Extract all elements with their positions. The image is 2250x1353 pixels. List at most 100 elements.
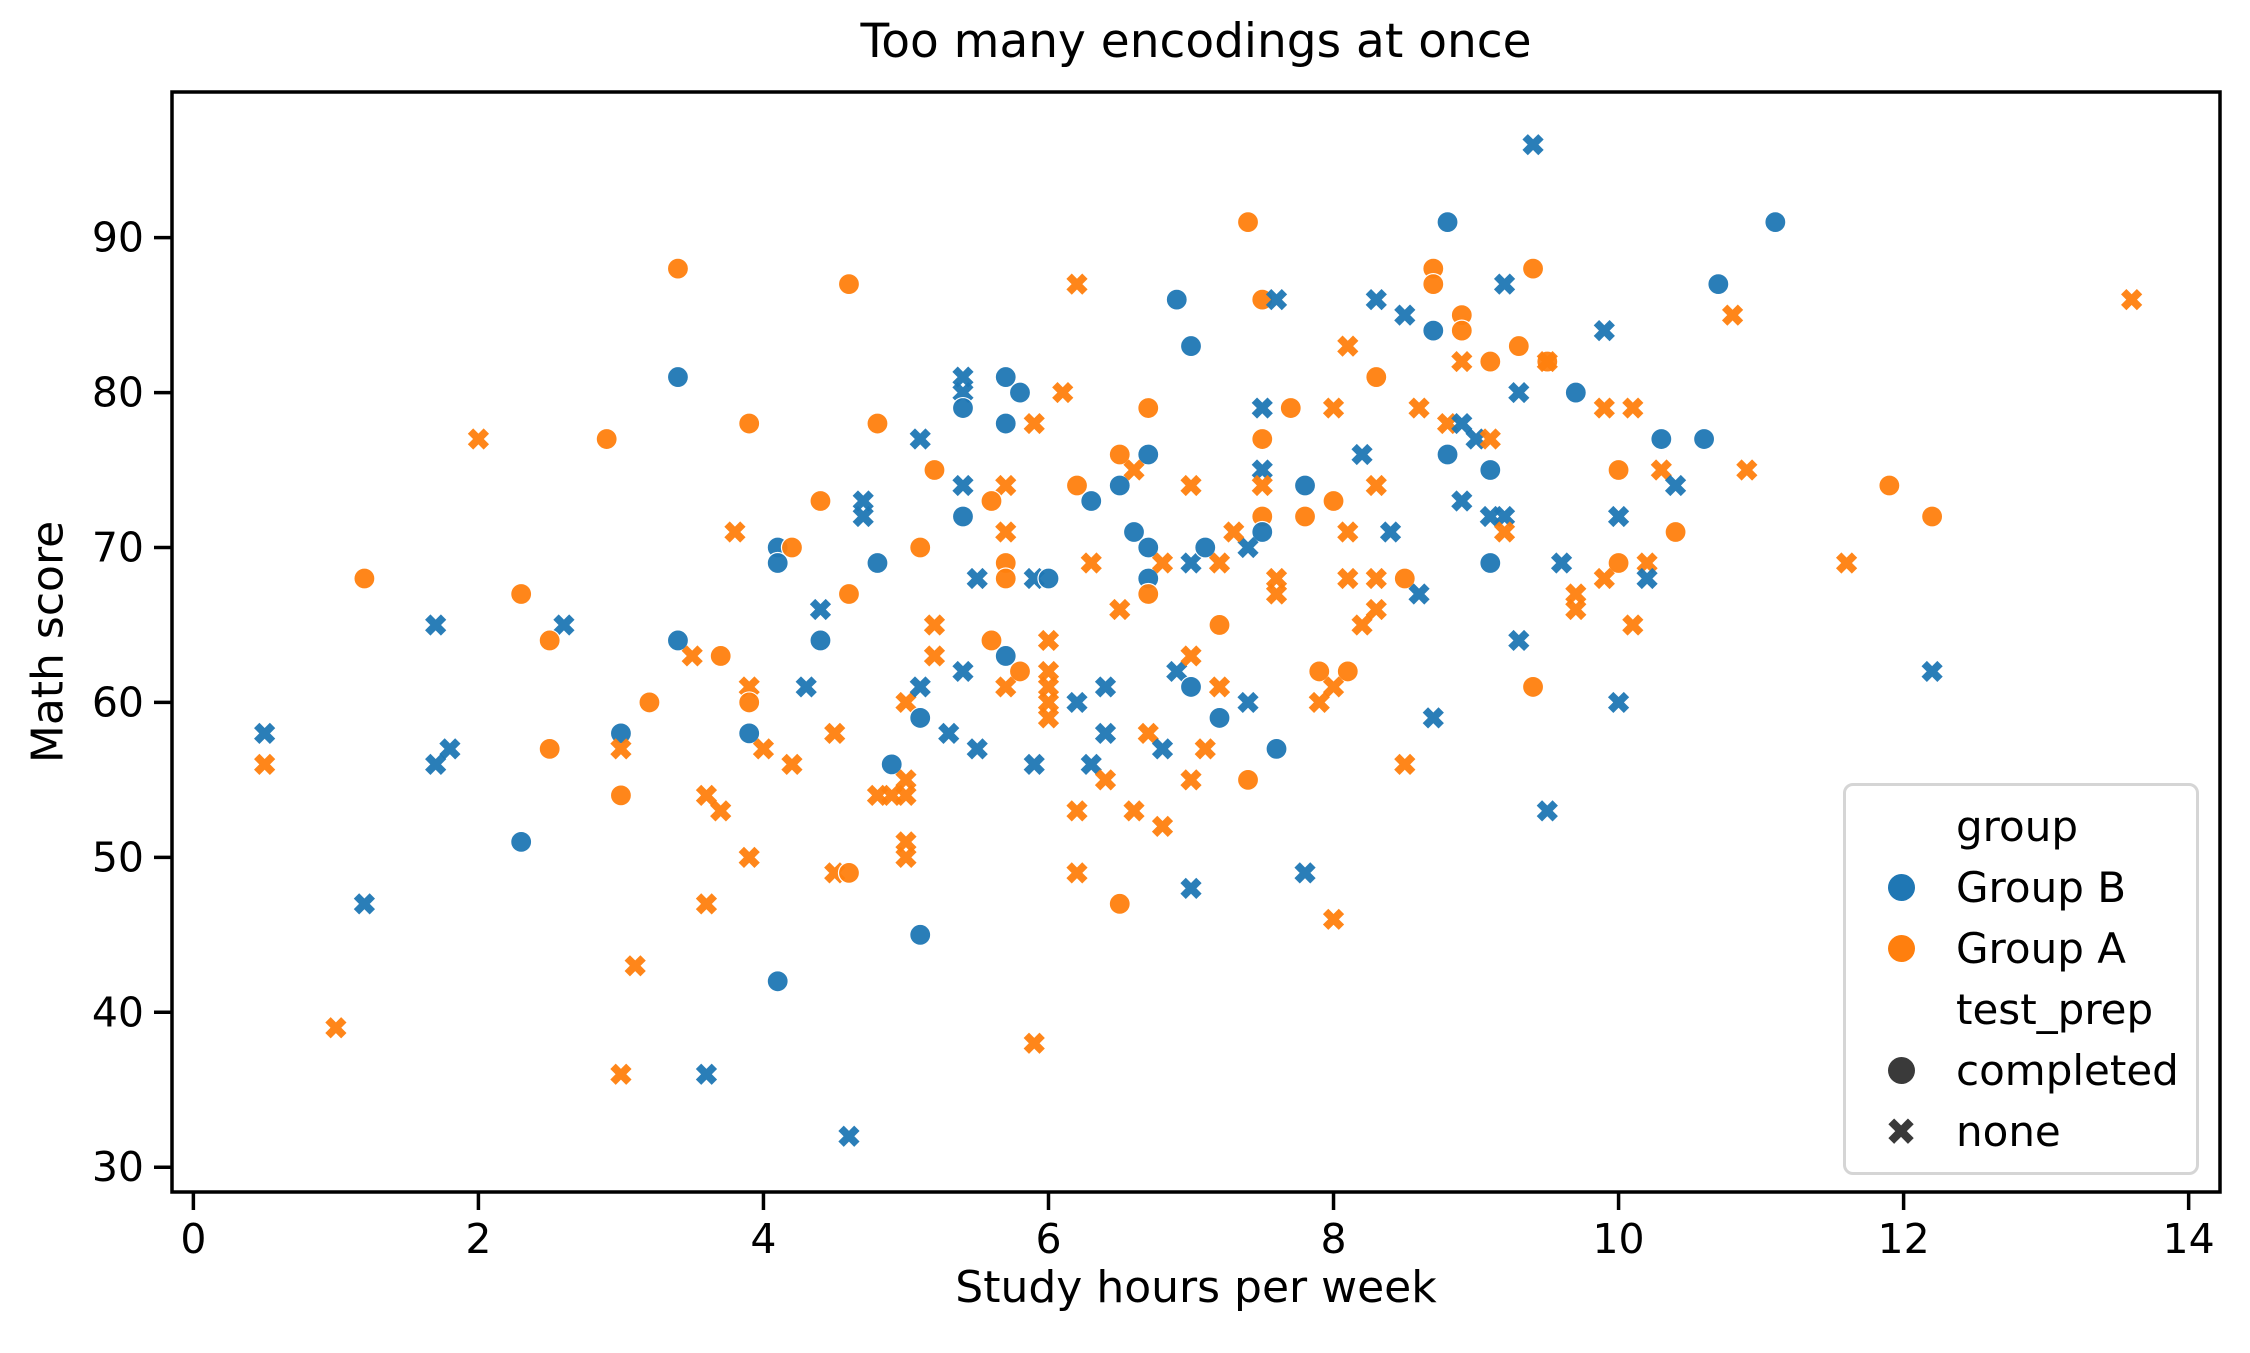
none-x-icon: ✖	[1885, 1109, 1917, 1154]
scatter-point	[666, 629, 690, 652]
scatter-point	[1151, 815, 1174, 837]
scatter-point	[1692, 427, 1716, 451]
scatter-point	[1265, 583, 1288, 605]
chart-title: Too many encodings at once	[860, 14, 1532, 69]
scatter-point	[1308, 660, 1331, 683]
scatter-point	[837, 273, 861, 296]
legend-item-none: ✖ none	[1846, 1101, 2196, 1162]
scatter-point	[1094, 676, 1117, 698]
scatter-point	[923, 458, 946, 482]
scatter-point	[1137, 582, 1160, 606]
scatter-point	[1180, 552, 1202, 574]
scatter-point	[1351, 614, 1373, 636]
scatter-point	[710, 800, 732, 822]
scatter-point	[1108, 892, 1131, 915]
scatter-point	[966, 738, 988, 760]
scatter-point	[1921, 505, 1944, 528]
scatter-point	[1622, 397, 1644, 419]
legend-item-group-b: Group B	[1846, 857, 2196, 918]
scatter-point	[1593, 397, 1615, 419]
scatter-point	[1208, 613, 1231, 637]
scatter-point	[1023, 1032, 1045, 1054]
scatter-point	[353, 893, 376, 915]
y-tick-label: 40	[92, 988, 144, 1036]
scatter-point	[1650, 459, 1672, 481]
scatter-point	[809, 489, 832, 513]
x-tick-label: 4	[750, 1215, 776, 1263]
scatter-point	[1607, 551, 1630, 575]
scatter-point	[766, 970, 789, 993]
scatter-point	[1394, 304, 1416, 326]
scatter-point	[1707, 273, 1730, 296]
scatter-point	[1337, 567, 1359, 590]
x-tick-label: 12	[1878, 1215, 1930, 1263]
scatter-point	[1037, 707, 1060, 729]
scatter-point	[1508, 381, 1530, 404]
scatter-point	[1166, 660, 1188, 683]
scatter-point	[1565, 598, 1587, 621]
scatter-point	[1308, 691, 1330, 714]
scatter-point	[1008, 660, 1032, 683]
y-tick-label: 80	[92, 369, 144, 417]
legend-header-group: group	[1846, 796, 2196, 857]
scatter-point	[738, 412, 761, 435]
scatter-point	[1236, 768, 1260, 791]
scatter-point	[1251, 520, 1274, 544]
scatter-point	[738, 691, 761, 714]
scatter-point	[1065, 474, 1089, 497]
scatter-point	[1351, 443, 1373, 466]
scatter-point	[1037, 629, 1060, 652]
scatter-point	[1835, 552, 1858, 574]
scatter-point	[1508, 629, 1530, 652]
scatter-point	[1878, 474, 1901, 497]
scatter-point	[638, 691, 661, 714]
scatter-point	[666, 365, 690, 389]
scatter-point	[1137, 443, 1160, 466]
scatter-point	[1521, 675, 1545, 699]
scatter-point	[425, 614, 447, 636]
scatter-point	[1422, 273, 1445, 296]
scatter-point	[1294, 862, 1316, 884]
scatter-point	[1322, 676, 1345, 698]
scatter-point	[1422, 319, 1445, 342]
scatter-point	[952, 381, 974, 404]
group-a-dot-icon	[1887, 935, 1915, 962]
scatter-point	[866, 412, 889, 435]
scatter-point	[538, 629, 561, 652]
scatter-point	[1564, 381, 1587, 404]
x-tick-label: 2	[465, 1215, 491, 1263]
scatter-point	[1451, 350, 1473, 373]
scatter-point	[595, 427, 618, 451]
scatter-point	[1536, 800, 1558, 822]
scatter-point	[1479, 458, 1502, 482]
scatter-point	[1236, 211, 1260, 234]
scatter-point	[766, 551, 789, 575]
scatter-point	[1365, 474, 1387, 497]
legend-item-label: completed	[1956, 1046, 2179, 1095]
scatter-point	[467, 428, 490, 450]
scatter-point	[425, 753, 447, 776]
scatter-point	[1137, 722, 1159, 745]
scatter-point	[895, 846, 917, 868]
scatter-point	[1507, 334, 1530, 358]
scatter-point	[1593, 567, 1615, 590]
scatter-point	[1365, 365, 1388, 389]
scatter-point	[624, 955, 646, 977]
scatter-point	[325, 1017, 347, 1039]
legend-header-label: test_prep	[1956, 985, 2154, 1034]
y-tick-label: 50	[92, 833, 144, 881]
scatter-point	[1080, 552, 1102, 574]
scatter-point	[610, 738, 632, 760]
scatter-point	[1322, 397, 1345, 419]
scatter-point	[938, 722, 960, 745]
scatter-point	[1066, 691, 1088, 714]
scatter-point	[1265, 288, 1288, 311]
scatter-point	[1479, 350, 1502, 373]
scatter-point	[609, 784, 633, 807]
scatter-point	[1180, 769, 1202, 791]
scatter-point	[1521, 257, 1545, 280]
scatter-point	[780, 536, 804, 559]
scatter-point	[909, 706, 932, 730]
scatter-point	[966, 567, 988, 590]
